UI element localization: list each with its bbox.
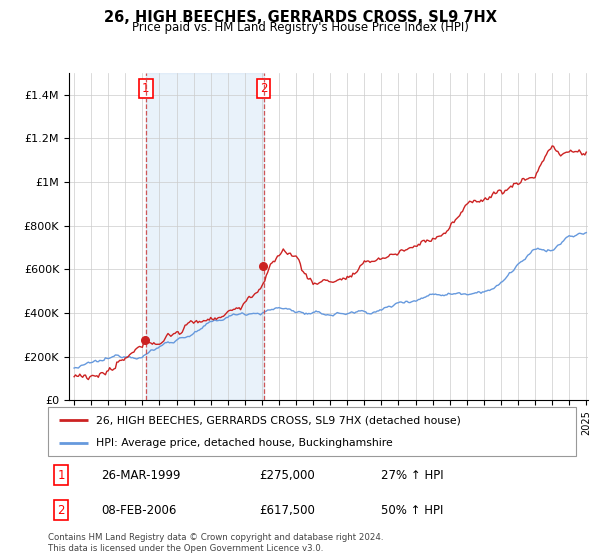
Bar [146,73,263,400]
Text: Price paid vs. HM Land Registry's House Price Index (HPI): Price paid vs. HM Land Registry's House … [131,21,469,34]
Text: 1: 1 [58,469,65,482]
Text: Contains HM Land Registry data © Crown copyright and database right 2024.
This d: Contains HM Land Registry data © Crown c… [48,533,383,553]
Text: £617,500: £617,500 [259,504,315,517]
Text: 1: 1 [142,82,149,95]
Text: HPI: Average price, detached house, Buckinghamshire: HPI: Average price, detached house, Buck… [95,438,392,448]
Text: £275,000: £275,000 [259,469,315,482]
Text: 27% ↑ HPI: 27% ↑ HPI [380,469,443,482]
Text: 2: 2 [260,82,268,95]
Text: 50% ↑ HPI: 50% ↑ HPI [380,504,443,517]
Text: 26-MAR-1999: 26-MAR-1999 [101,469,181,482]
Text: 08-FEB-2006: 08-FEB-2006 [101,504,176,517]
Text: 26, HIGH BEECHES, GERRARDS CROSS, SL9 7HX (detached house): 26, HIGH BEECHES, GERRARDS CROSS, SL9 7H… [95,416,460,426]
Text: 26, HIGH BEECHES, GERRARDS CROSS, SL9 7HX: 26, HIGH BEECHES, GERRARDS CROSS, SL9 7H… [104,10,497,25]
Text: 2: 2 [58,504,65,517]
FancyBboxPatch shape [48,407,576,456]
